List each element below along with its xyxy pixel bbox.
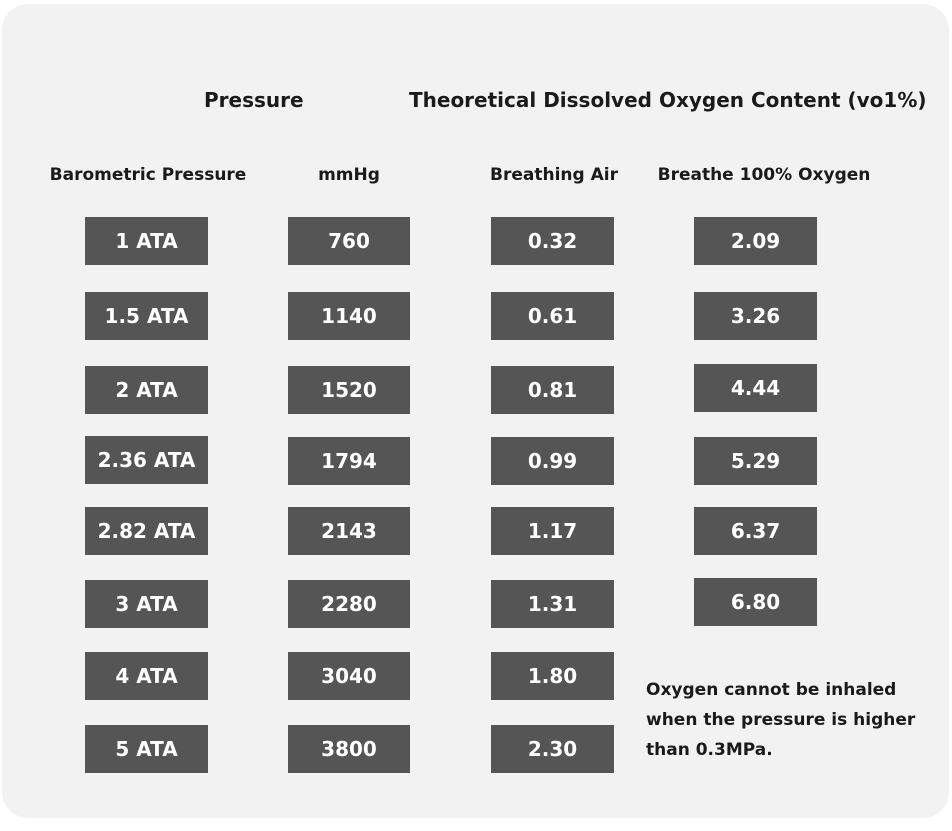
mmhg-cell: 1520 [288, 366, 410, 414]
barometric-cell: 2 ATA [85, 366, 208, 414]
mmhg-cell: 3040 [288, 652, 410, 700]
mmhg-cell: 1140 [288, 292, 410, 340]
breathing-air-cell: 0.61 [491, 292, 614, 340]
breathing-air-cell: 0.32 [491, 217, 614, 265]
barometric-cell: 5 ATA [85, 725, 208, 773]
note-line: Oxygen cannot be inhaled [646, 680, 897, 700]
breathe-oxygen-cell: 5.29 [694, 437, 817, 485]
barometric-cell: 2.82 ATA [85, 507, 208, 555]
barometric-cell: 4 ATA [85, 652, 208, 700]
mmhg-cell: 2143 [288, 507, 410, 555]
breathing-air-header: Breathing Air [490, 165, 618, 185]
note-line: than 0.3MPa. [646, 740, 773, 760]
barometric-cell: 1 ATA [85, 217, 208, 265]
breathe-oxygen-cell: 4.44 [694, 364, 817, 412]
breathing-air-cell: 1.31 [491, 580, 614, 628]
breathe-oxygen-cell: 2.09 [694, 217, 817, 265]
barometric-cell: 3 ATA [85, 580, 208, 628]
breathing-air-cell: 2.30 [491, 725, 614, 773]
breathing-air-cell: 1.80 [491, 652, 614, 700]
mmhg-header: mmHg [318, 165, 380, 185]
note-line: when the pressure is higher [646, 710, 916, 730]
breathe-oxygen-cell: 6.80 [694, 578, 817, 626]
barometric-pressure-header: Barometric Pressure [49, 165, 247, 185]
mmhg-cell: 3800 [288, 725, 410, 773]
barometric-cell: 1.5 ATA [85, 292, 208, 340]
breathing-air-cell: 1.17 [491, 507, 614, 555]
dissolved-oxygen-heading: Theoretical Dissolved Oxygen Content (vo… [409, 88, 927, 112]
breathe-oxygen-cell: 6.37 [694, 507, 817, 555]
mmhg-cell: 1794 [288, 437, 410, 485]
breathe-oxygen-cell: 3.26 [694, 292, 817, 340]
mmhg-cell: 2280 [288, 580, 410, 628]
mmhg-cell: 760 [288, 217, 410, 265]
pressure-heading: Pressure [204, 88, 304, 112]
breathe-oxygen-header: Breathe 100% Oxygen [657, 165, 871, 185]
breathing-air-cell: 0.99 [491, 437, 614, 485]
breathing-air-cell: 0.81 [491, 366, 614, 414]
oxygen-warning-note: Oxygen cannot be inhaled when the pressu… [646, 675, 936, 765]
barometric-cell: 2.36 ATA [85, 436, 208, 484]
